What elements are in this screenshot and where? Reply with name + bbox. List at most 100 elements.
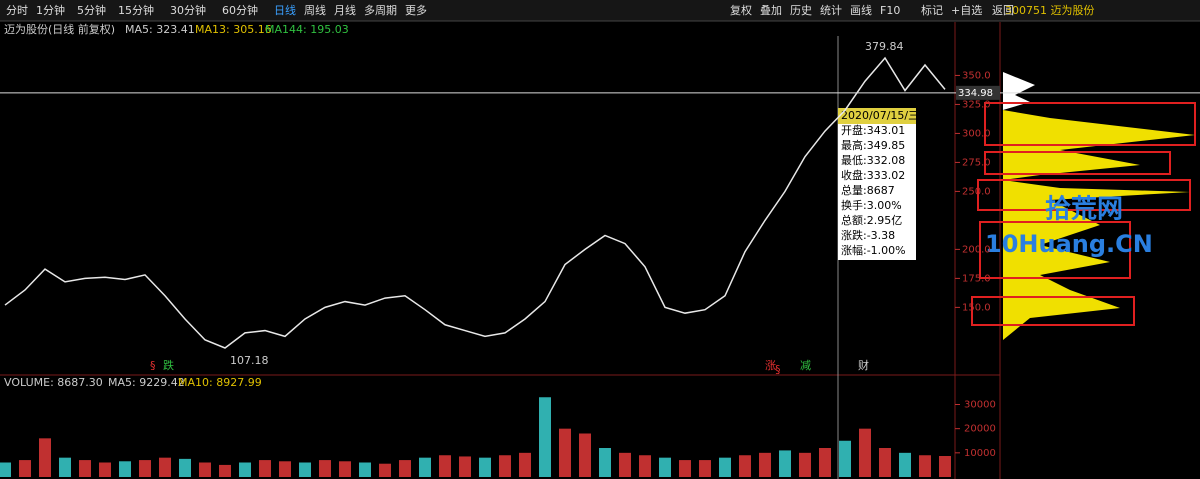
volume-bar xyxy=(139,460,151,477)
volume-ma5: MA5: 9229.42 xyxy=(108,376,185,389)
toolbar-button[interactable]: F10 xyxy=(880,4,900,17)
volume-bar xyxy=(599,448,611,477)
y-tick-label: 175.0 xyxy=(962,273,991,284)
volume-name: VOLUME: 8687.30 xyxy=(4,376,103,389)
price-line xyxy=(4,56,946,349)
toolbar-button[interactable]: 周线 xyxy=(304,3,326,17)
toolbar-button[interactable]: 5分钟 xyxy=(77,3,106,17)
volume-bar xyxy=(859,428,871,477)
highlight-box xyxy=(971,296,1135,326)
volume-bar xyxy=(799,452,811,477)
volume-bar xyxy=(519,452,531,477)
stock-code: 300751 迈为股份 xyxy=(1005,4,1095,17)
volume-bar xyxy=(219,464,231,477)
event-marker: 涨 xyxy=(765,359,776,372)
volume-bar xyxy=(159,457,171,477)
toolbar-button[interactable]: +自选 xyxy=(951,4,982,17)
volume-bar xyxy=(699,460,711,477)
toolbar-button[interactable]: 15分钟 xyxy=(118,3,154,17)
toolbar-button[interactable]: 月线 xyxy=(334,3,356,17)
toolbar-button[interactable]: 返回 xyxy=(992,4,1014,17)
watermark: 拾荒网 xyxy=(1045,195,1123,225)
tooltip-row: 开盘:343.01 xyxy=(841,123,905,137)
volume-bar xyxy=(819,448,831,477)
tooltip-row: 涨跌:-3.38 xyxy=(841,228,895,242)
volume-bar xyxy=(499,455,511,477)
y-tick-label: 20000 xyxy=(964,424,996,435)
volume-bar xyxy=(359,462,371,477)
watermark: 10Huang.CN xyxy=(985,230,1153,258)
highlight-box xyxy=(984,102,1196,146)
volume-bar xyxy=(679,460,691,477)
y-tick-label: 275.0 xyxy=(962,157,991,168)
tooltip-header xyxy=(838,108,916,124)
tooltip-row: 2020/07/15/三 xyxy=(841,109,919,122)
ma13-label: MA13: 305.16 xyxy=(195,23,272,36)
volume-bar xyxy=(879,448,891,477)
toolbar-button[interactable]: 日线 xyxy=(274,3,296,17)
volume-bar xyxy=(579,433,591,477)
ma5-label: MA5: 323.41 xyxy=(125,23,195,36)
toolbar-button[interactable]: 历史 xyxy=(790,4,812,17)
toolbar-button[interactable]: 标记 xyxy=(921,3,943,17)
price-box xyxy=(956,85,1000,100)
tooltip-row: 收盘:333.02 xyxy=(841,168,905,182)
toolbar-button[interactable]: 统计 xyxy=(820,4,842,17)
y-tick-label: 325.0 xyxy=(962,99,991,110)
volume-bar xyxy=(539,397,551,477)
volume-bar xyxy=(259,460,271,477)
volume-bar xyxy=(239,462,251,477)
y-tick-label: 300.0 xyxy=(962,128,991,139)
toolbar-button[interactable]: 更多 xyxy=(405,3,427,17)
volume-bar xyxy=(0,462,11,477)
tooltip-row: 最高:349.85 xyxy=(841,138,905,152)
toolbar-button[interactable]: 复权 xyxy=(730,3,752,17)
y-tick-label: 350.0 xyxy=(962,70,991,81)
volume-bar xyxy=(99,462,111,477)
event-marker: 减 xyxy=(800,359,811,372)
tooltip xyxy=(838,108,916,260)
volume-bar xyxy=(199,462,211,477)
volume-bar xyxy=(559,428,571,477)
volume-bar xyxy=(319,460,331,477)
tooltip-row: 最低:332.08 xyxy=(841,154,905,167)
y-tick-label: 10000 xyxy=(964,448,996,459)
y-tick-label: 150.0 xyxy=(962,302,991,313)
tooltip-row: 涨幅:-1.00% xyxy=(841,244,906,257)
volume-bar xyxy=(719,457,731,477)
volume-bar xyxy=(739,455,751,477)
y-tick-label: 200.0 xyxy=(962,244,991,255)
y-tick-label: 250.0 xyxy=(962,186,991,197)
volume-bar xyxy=(339,461,351,477)
highlight-box xyxy=(984,151,1171,175)
volume-bar xyxy=(39,438,51,477)
toolbar-button[interactable]: 1分钟 xyxy=(36,3,65,17)
tooltip-row: 总额:2.95亿 xyxy=(841,213,902,227)
volume-bar xyxy=(59,457,71,477)
volume-bar xyxy=(939,456,951,477)
toolbar-button[interactable]: 多周期 xyxy=(364,3,397,17)
volume-bar xyxy=(479,457,491,477)
volume-bar xyxy=(379,463,391,477)
volume-bar xyxy=(439,455,451,477)
toolbar-button[interactable]: 30分钟 xyxy=(170,3,206,17)
chip-distribution xyxy=(1003,180,1190,340)
toolbar-button[interactable]: 画线 xyxy=(850,3,872,17)
highlight-box xyxy=(979,221,1131,279)
toolbar-button[interactable]: 叠加 xyxy=(760,4,782,17)
toolbar-button[interactable]: 60分钟 xyxy=(222,3,258,17)
current-price: 334.98 xyxy=(958,88,993,99)
volume-bar xyxy=(299,462,311,477)
volume-bar xyxy=(79,460,91,477)
toolbar-button[interactable]: 分时 xyxy=(6,4,28,17)
tooltip-row: 总量:8687 xyxy=(841,183,895,197)
volume-bar xyxy=(19,460,31,477)
volume-bar xyxy=(759,452,771,477)
volume-bar xyxy=(399,460,411,477)
volume-bar xyxy=(639,455,651,477)
chip-top xyxy=(1003,72,1035,110)
event-marker: § xyxy=(150,359,156,372)
high-label: 379.84 xyxy=(865,40,904,53)
stock-name: 迈为股份(日线 前复权) xyxy=(4,22,115,36)
